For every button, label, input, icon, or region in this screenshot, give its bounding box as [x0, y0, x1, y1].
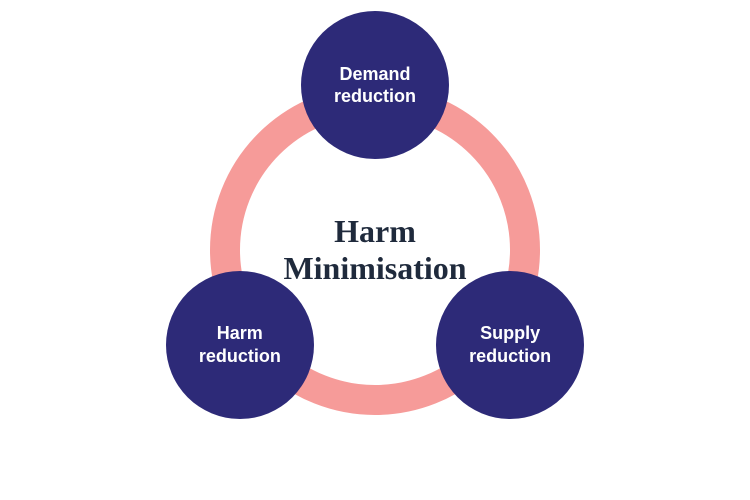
node-demand-reduction: Demand reduction — [301, 11, 449, 159]
node-harm-reduction: Harm reduction — [166, 271, 314, 419]
node-label: Harm reduction — [199, 322, 281, 367]
harm-minimisation-diagram: Harm Minimisation Demand reduction Suppl… — [125, 0, 625, 500]
node-supply-reduction: Supply reduction — [436, 271, 584, 419]
node-label: Supply reduction — [469, 322, 551, 367]
center-title: Harm Minimisation — [283, 213, 466, 287]
node-label: Demand reduction — [334, 63, 416, 108]
